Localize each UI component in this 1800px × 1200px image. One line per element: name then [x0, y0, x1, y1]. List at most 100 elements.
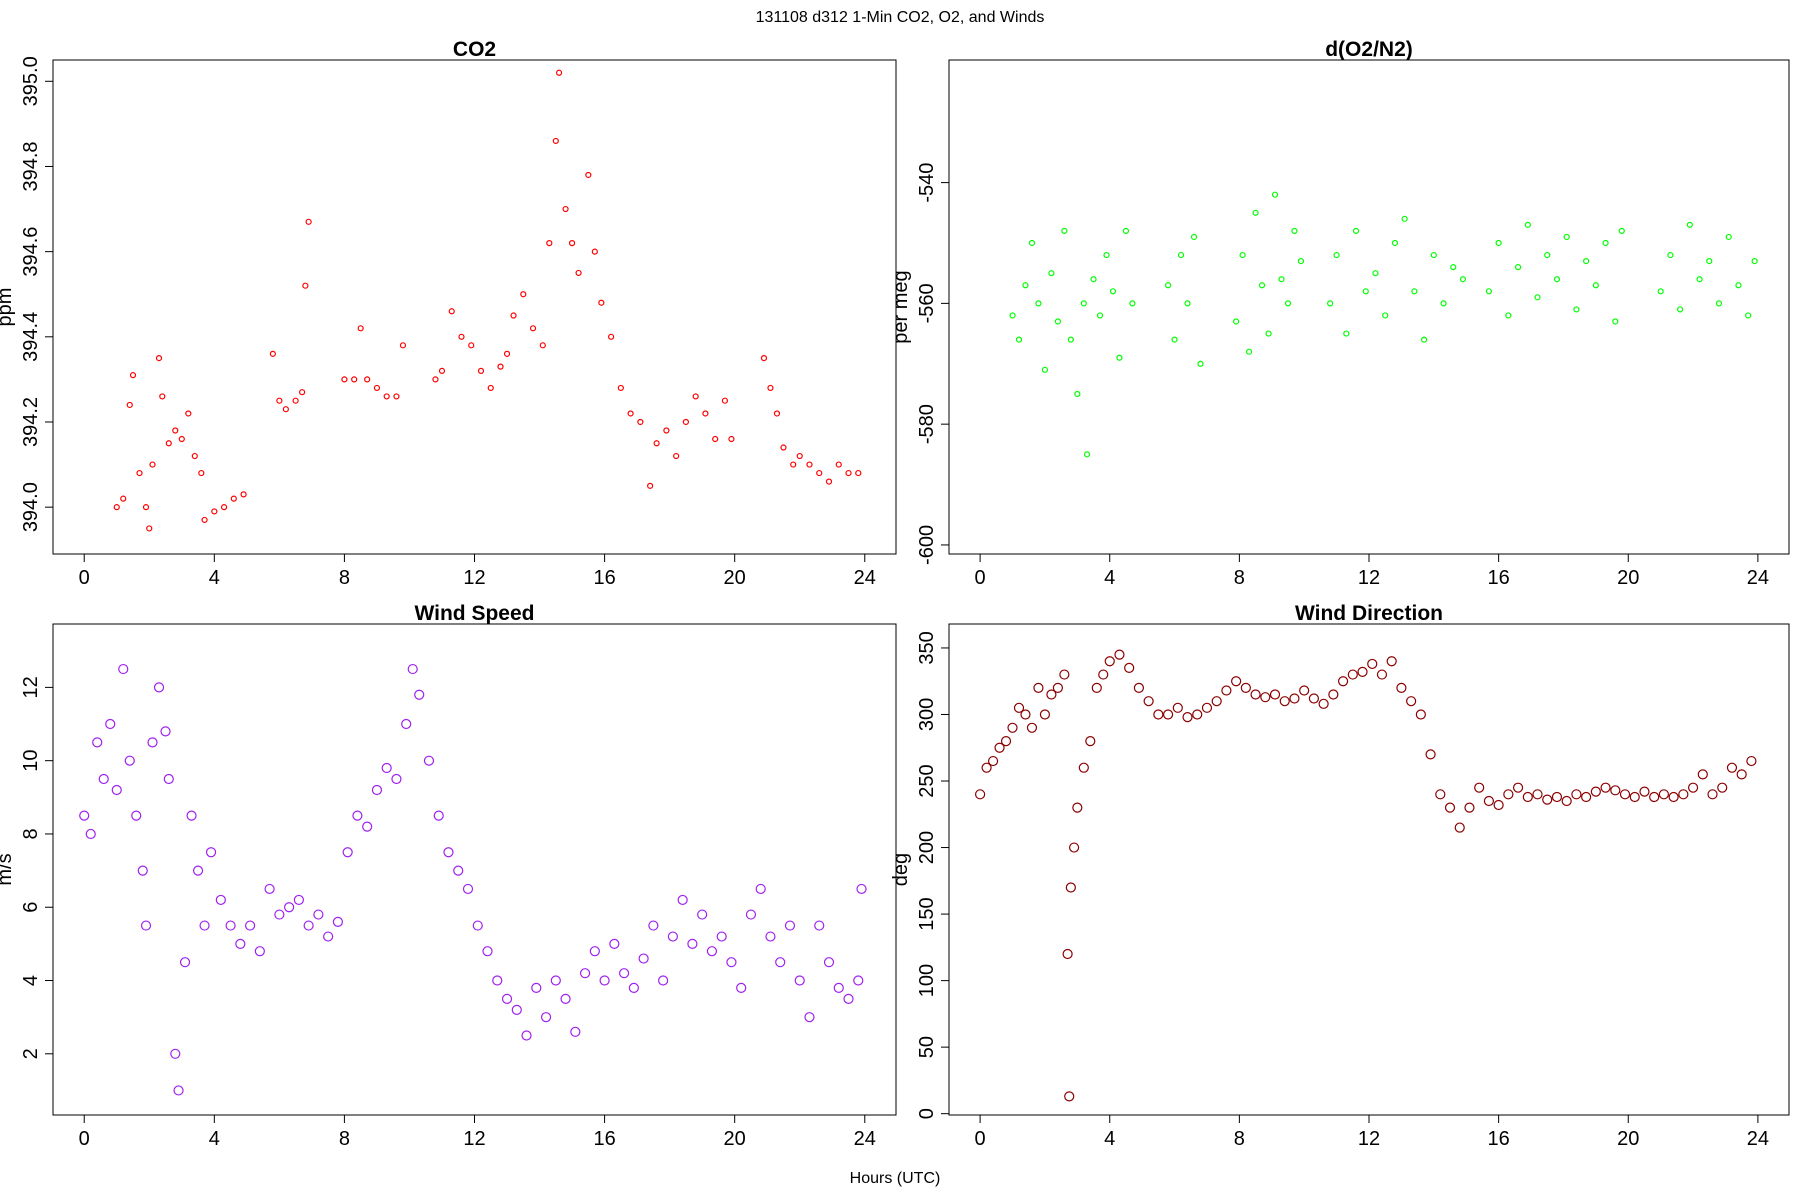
- data-point: [552, 137, 559, 145]
- data-point: [1297, 258, 1305, 265]
- data-point: [1129, 300, 1136, 307]
- data-point: [111, 784, 122, 796]
- x-tick-label: 24: [1747, 1128, 1769, 1150]
- data-point: [1707, 789, 1718, 800]
- data-point: [1376, 669, 1388, 680]
- data-point: [487, 384, 494, 392]
- data-point: [129, 372, 137, 379]
- data-point: [1725, 233, 1732, 241]
- data-point: [1600, 782, 1611, 793]
- x-tick-label: 4: [1104, 1128, 1115, 1150]
- data-point: [1415, 709, 1426, 720]
- data-point: [1064, 1091, 1075, 1102]
- data-point: [131, 810, 142, 821]
- data-point: [550, 975, 561, 986]
- data-point: [637, 418, 644, 426]
- data-point: [833, 982, 844, 993]
- data-point: [712, 435, 719, 443]
- plot-frame: [52, 59, 897, 555]
- data-point: [1337, 676, 1349, 687]
- y-tick-label: 250: [916, 764, 938, 797]
- data-point: [1696, 276, 1703, 283]
- y-tick-label: 100: [916, 964, 938, 997]
- data-point: [1678, 789, 1689, 800]
- y-tick-label: 300: [916, 698, 938, 731]
- data-point: [170, 1048, 181, 1059]
- data-point: [1080, 300, 1087, 307]
- data-point: [149, 461, 156, 468]
- data-point: [773, 410, 781, 417]
- data-point: [599, 975, 610, 986]
- data-point: [1221, 685, 1232, 696]
- data-point: [555, 69, 563, 76]
- x-tick-label: 0: [79, 567, 90, 589]
- data-point: [994, 742, 1005, 753]
- data-point: [589, 946, 600, 957]
- data-point: [432, 376, 439, 383]
- data-point: [1103, 251, 1110, 259]
- data-point: [1250, 689, 1261, 700]
- data-point: [1367, 658, 1378, 670]
- data-point: [1162, 709, 1174, 720]
- data-point: [806, 461, 813, 468]
- data-point: [342, 847, 353, 858]
- data-point: [159, 393, 166, 400]
- data-point: [173, 1085, 184, 1096]
- data-point: [755, 883, 766, 895]
- data-point: [619, 968, 630, 979]
- panel-title: Wind Speed: [415, 602, 535, 625]
- data-point: [414, 689, 425, 700]
- data-point: [845, 469, 852, 477]
- data-point: [155, 355, 163, 362]
- data-point: [1033, 682, 1044, 693]
- data-point: [1687, 782, 1699, 793]
- x-tick-label: 12: [463, 567, 485, 589]
- y-tick-label: 0: [916, 1108, 938, 1119]
- panel-title: d(O2/N2): [1325, 38, 1413, 61]
- data-point: [1612, 318, 1619, 325]
- x-tick-label: 24: [854, 567, 876, 589]
- data-point: [531, 982, 542, 993]
- y-tick-label: 200: [916, 831, 938, 864]
- data-point: [1182, 712, 1193, 723]
- data-point: [1459, 276, 1467, 283]
- data-point: [1357, 666, 1368, 678]
- y-tick-label: 10: [20, 750, 42, 772]
- data-point: [1396, 682, 1407, 693]
- data-point: [1583, 258, 1590, 265]
- data-point: [1048, 270, 1055, 277]
- data-point: [1007, 722, 1018, 733]
- data-point: [648, 920, 659, 931]
- data-point: [692, 393, 699, 400]
- data-point: [1746, 755, 1757, 767]
- x-tick-label: 16: [1488, 567, 1510, 589]
- data-point: [658, 975, 669, 986]
- y-tick-label: 150: [916, 897, 938, 930]
- data-point: [677, 894, 688, 906]
- data-point: [1035, 300, 1042, 307]
- plot-frame: [948, 623, 1790, 1116]
- data-point: [215, 894, 226, 906]
- data-point: [981, 762, 992, 773]
- data-point: [1551, 791, 1563, 803]
- data-point: [628, 982, 639, 993]
- data-point: [853, 975, 864, 986]
- data-point: [667, 931, 678, 942]
- data-point: [192, 865, 204, 876]
- data-point: [1736, 769, 1747, 780]
- data-point: [520, 291, 527, 298]
- data-point: [323, 931, 334, 942]
- data-point: [1041, 366, 1049, 373]
- data-point: [1618, 227, 1625, 235]
- data-point: [1065, 882, 1076, 893]
- y-tick-label: 350: [916, 631, 938, 664]
- data-point: [598, 299, 605, 306]
- plot-frame: [948, 59, 1790, 555]
- data-point: [146, 525, 153, 532]
- data-point: [1192, 709, 1203, 720]
- data-point: [702, 410, 709, 417]
- data-point: [1062, 948, 1073, 960]
- data-point: [244, 920, 256, 931]
- data-point: [1143, 696, 1154, 707]
